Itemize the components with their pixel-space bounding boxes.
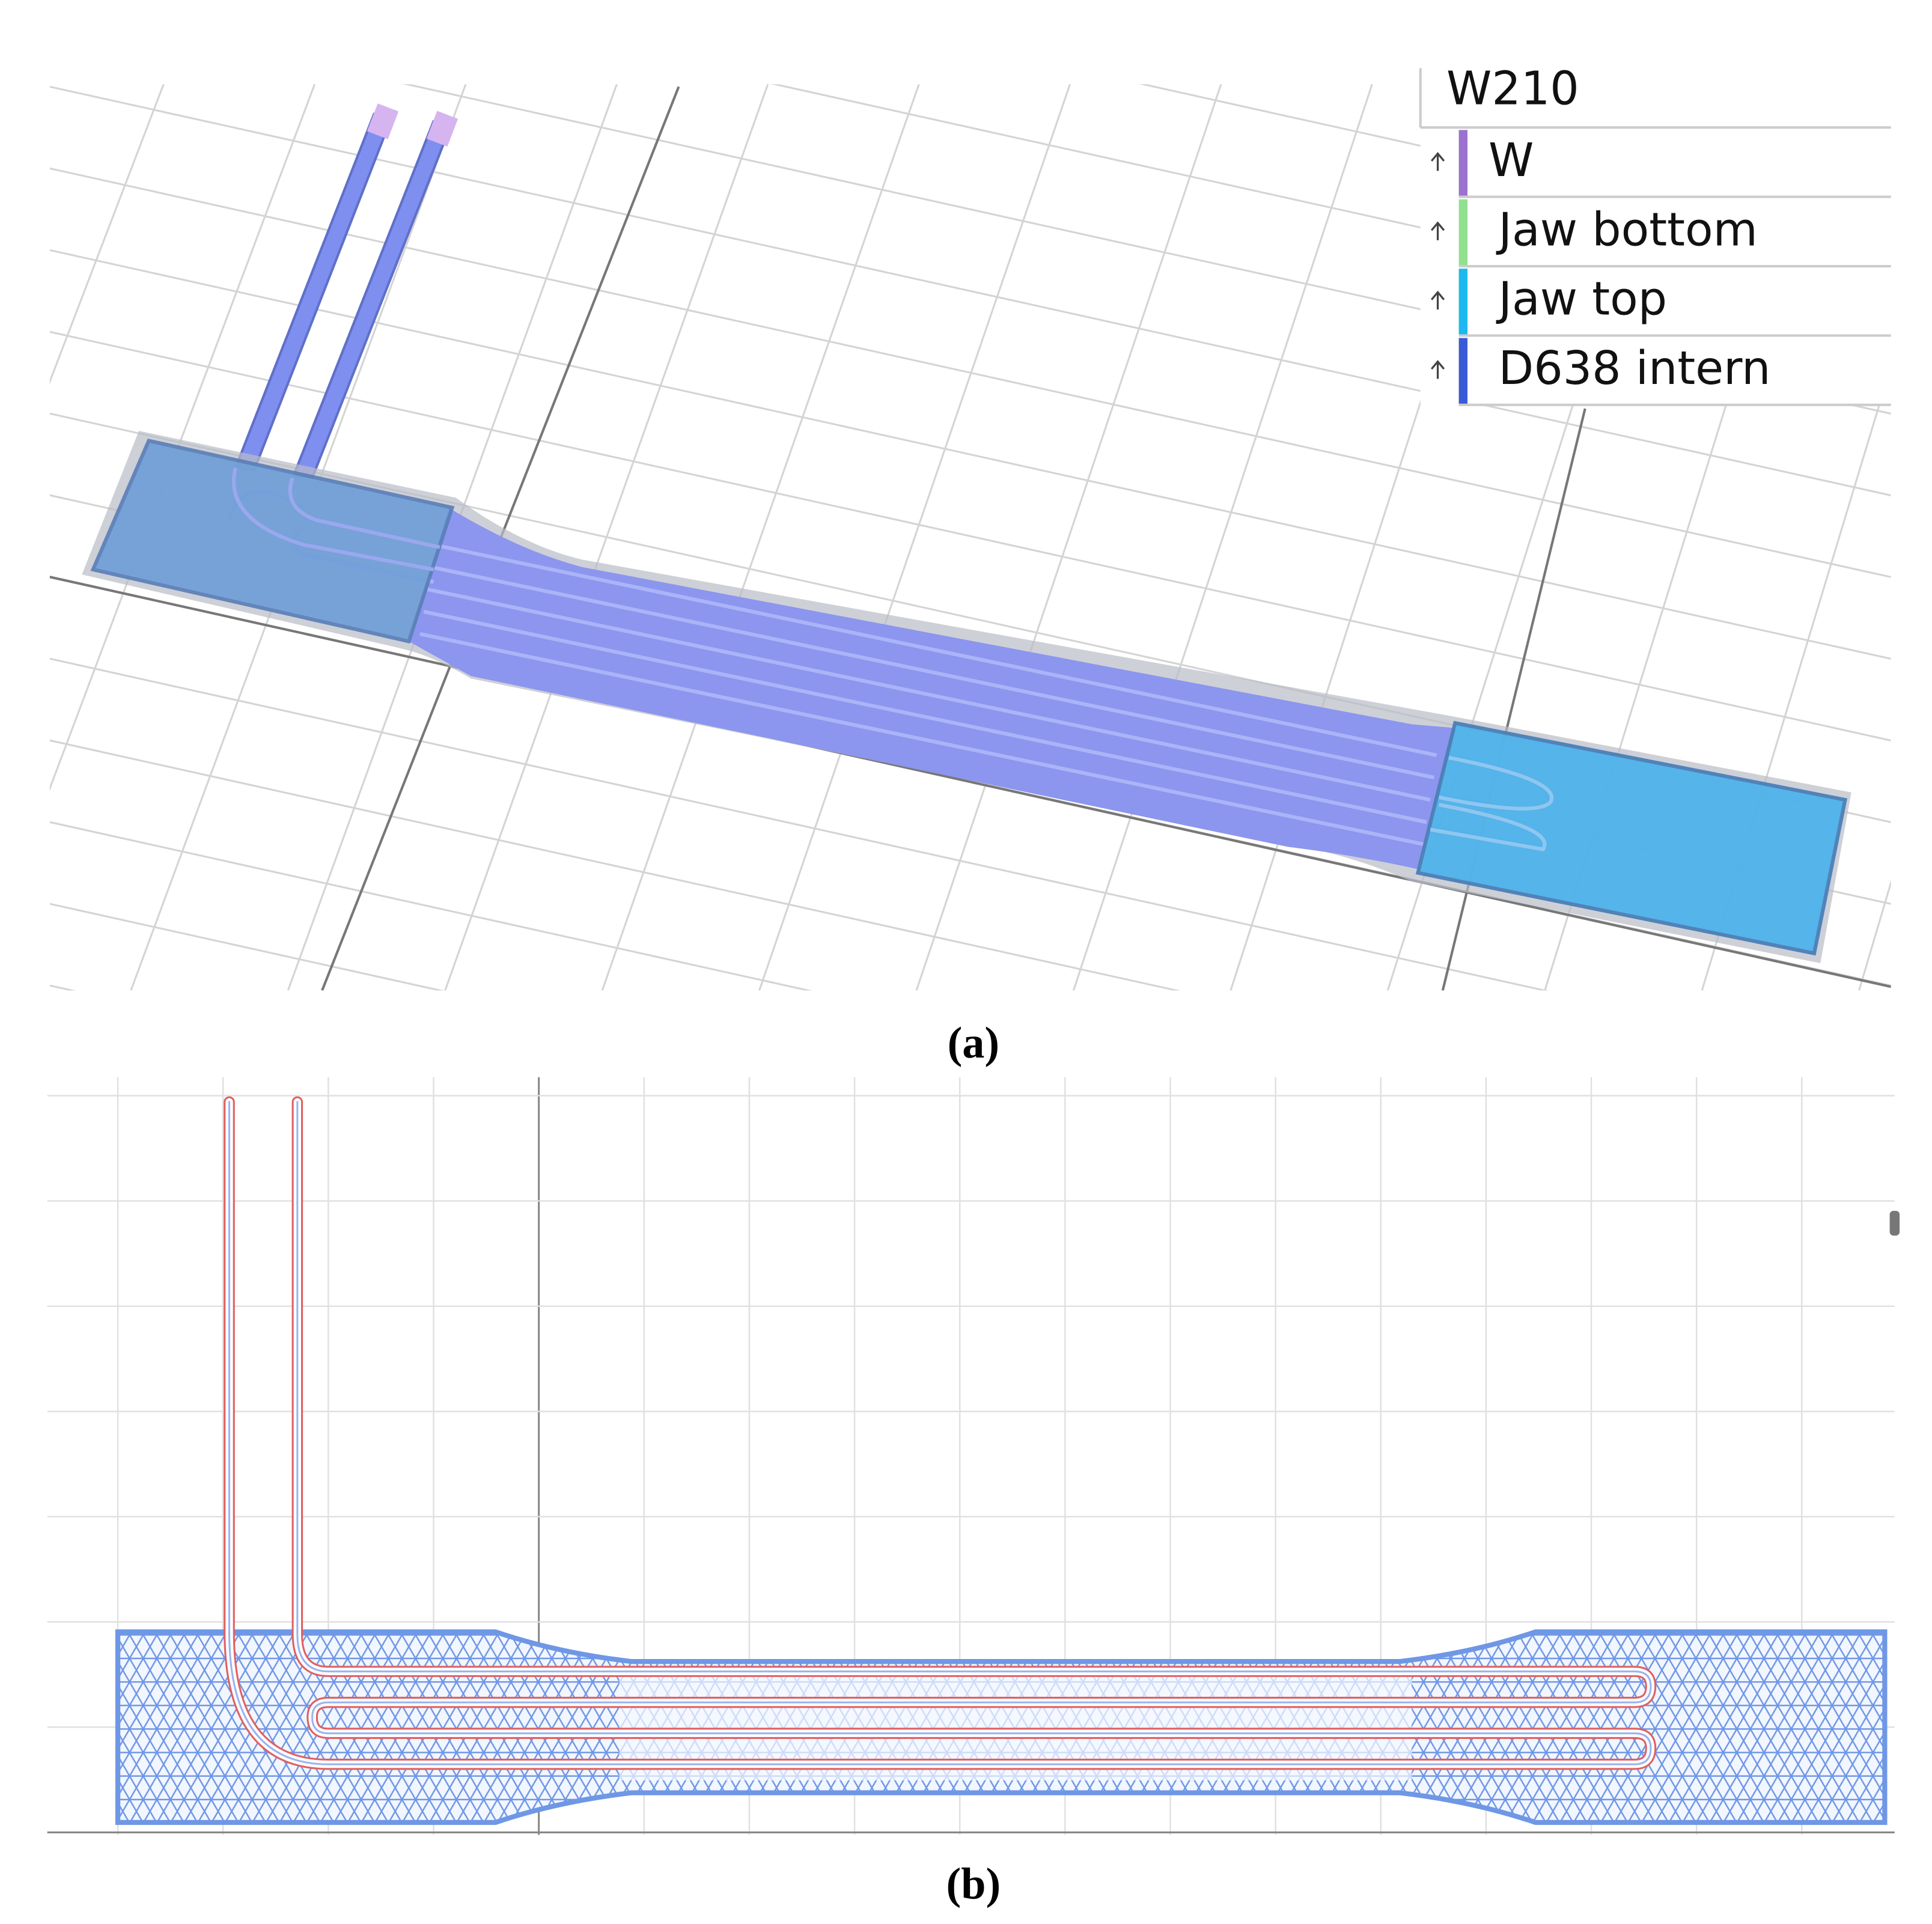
specimen-3d [82, 103, 1851, 964]
grid-line [49, 330, 1891, 741]
grid-line [49, 657, 1549, 991]
grid-line [49, 85, 1891, 496]
caption: (a) [948, 1018, 999, 1068]
layer-color [1458, 199, 1467, 267]
channels [231, 467, 440, 571]
model-name: W210 [1446, 61, 1579, 115]
layer-color [1458, 338, 1467, 405]
grid-line [915, 84, 1222, 991]
caption: (b) [946, 1859, 1001, 1908]
axis-line [49, 576, 1891, 988]
gauge-section [409, 507, 1455, 869]
scrollbar[interactable] [1889, 1211, 1900, 1236]
panel-bg [1420, 68, 1891, 405]
grid-line [601, 84, 920, 991]
grid-line [444, 84, 769, 991]
layer-name[interactable]: W [1489, 133, 1534, 187]
axis-line [1441, 408, 1586, 991]
right-grip [1415, 720, 1848, 956]
layer-color [1458, 130, 1467, 197]
layer-name[interactable]: Jaw top [1496, 272, 1668, 326]
grid-line [1072, 84, 1373, 991]
grid-line [49, 903, 445, 991]
left-grip [90, 438, 455, 644]
channels [1430, 755, 1553, 851]
layer-panel: W210 W Jaw bottom Jaw top D638 intern [1419, 61, 1891, 406]
grid-line [49, 84, 165, 385]
move-up-icon[interactable] [1430, 151, 1445, 171]
move-up-icon[interactable] [1430, 360, 1445, 379]
slice-preview [115, 1096, 1900, 1825]
grid-line [49, 821, 813, 991]
wire-path [224, 1096, 1657, 1770]
move-up-icon[interactable] [1430, 290, 1445, 310]
layer-name[interactable]: Jaw bottom [1496, 202, 1758, 256]
grid-line [758, 84, 1071, 991]
grid-line [0, 84, 13, 990]
wire-tip [367, 103, 399, 139]
layer-name[interactable]: D638 intern [1499, 341, 1771, 395]
grid-line [49, 739, 1181, 991]
wire-tip [426, 111, 459, 147]
layer-color [1458, 269, 1467, 336]
move-up-icon[interactable] [1430, 221, 1445, 240]
